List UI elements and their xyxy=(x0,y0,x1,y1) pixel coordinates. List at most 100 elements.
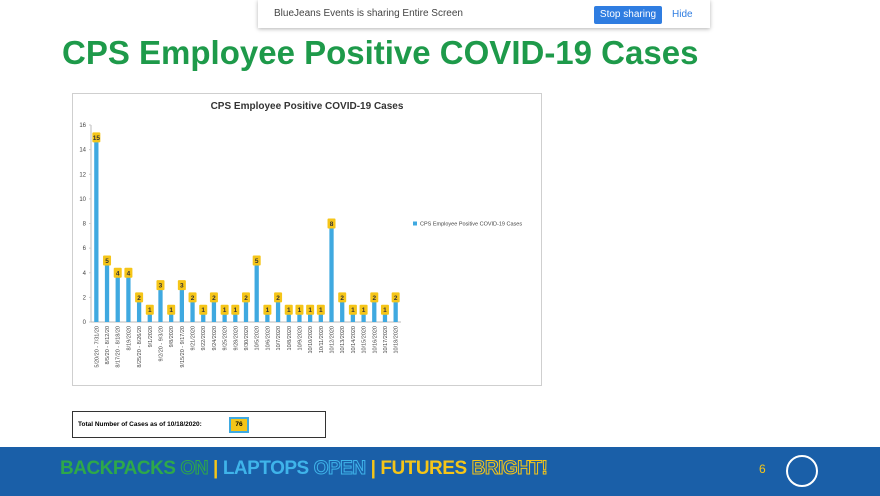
data-label-box xyxy=(124,267,133,278)
x-tick-label: 10/13/2020 xyxy=(340,326,346,354)
x-tick-label: 10/18/2020 xyxy=(394,326,400,354)
bar xyxy=(318,309,323,322)
slogan-word: FUTURES xyxy=(380,458,467,479)
hide-link[interactable]: Hide xyxy=(672,9,693,20)
data-label-box xyxy=(92,132,101,143)
slogan-word: | xyxy=(212,458,218,479)
bar xyxy=(179,285,184,322)
bar xyxy=(94,137,99,322)
data-label: 4 xyxy=(127,270,131,277)
y-tick-label: 14 xyxy=(79,148,86,154)
total-value: 76 xyxy=(229,417,249,433)
bar xyxy=(243,297,249,322)
data-label-box xyxy=(188,292,197,303)
bar xyxy=(382,309,388,322)
x-tick-label: 10/16/2020 xyxy=(372,326,378,354)
data-label-box xyxy=(209,292,218,303)
share-banner: BlueJeans Events is sharing Entire Scree… xyxy=(258,0,710,28)
bar xyxy=(340,297,345,322)
bar xyxy=(158,285,163,322)
data-label: 4 xyxy=(116,270,120,277)
data-label-box xyxy=(348,304,357,315)
slide-title: CPS Employee Positive COVID-19 Cases xyxy=(62,34,699,71)
data-label: 2 xyxy=(394,295,398,302)
chart-title: CPS Employee Positive COVID-19 Cases xyxy=(211,101,404,112)
data-label-box xyxy=(263,304,272,315)
data-label: 1 xyxy=(319,307,323,314)
slogan-word: ON xyxy=(180,458,209,480)
data-label: 1 xyxy=(362,307,366,314)
bar xyxy=(201,309,206,322)
bar xyxy=(115,272,120,322)
y-tick-label: 10 xyxy=(79,197,86,203)
x-tick-label: 8/17/20 - 8/18/20 xyxy=(116,326,122,368)
x-tick-label: 10/10/2020 xyxy=(308,326,314,354)
bar xyxy=(147,309,152,322)
stop-sharing-button[interactable]: Stop sharing xyxy=(594,6,662,24)
slogan-word: BRIGHT! xyxy=(471,458,548,480)
data-label-box xyxy=(135,292,144,303)
data-label-box xyxy=(370,292,379,303)
data-label: 2 xyxy=(212,295,216,302)
data-label-box xyxy=(338,292,347,303)
data-label-box xyxy=(295,304,304,315)
bar xyxy=(393,297,398,322)
data-label-box xyxy=(306,304,315,315)
data-label-box xyxy=(156,280,165,291)
bar xyxy=(275,297,281,322)
x-tick-label: 10/7/2020 xyxy=(276,326,282,350)
data-label: 1 xyxy=(201,307,205,314)
x-tick-label: 5/20/20 - 7/31/20 xyxy=(94,326,100,368)
data-label-box xyxy=(242,292,250,303)
bar xyxy=(329,223,334,322)
data-label-box xyxy=(327,218,336,229)
slogan: BACKPACKS ON | LAPTOPS OPEN | FUTURES BRIGHT! xyxy=(60,458,552,480)
data-label: 1 xyxy=(233,307,237,314)
data-label-box xyxy=(167,304,176,315)
data-label-box xyxy=(316,304,325,315)
data-label: 3 xyxy=(159,283,163,290)
x-tick-label: 10/17/2020 xyxy=(383,326,389,354)
y-tick-label: 8 xyxy=(83,222,87,228)
bar xyxy=(297,309,302,322)
data-label-box xyxy=(220,304,229,315)
x-tick-label: 9/8/2020 xyxy=(169,326,175,347)
data-label: 1 xyxy=(298,307,302,314)
bar xyxy=(104,260,110,322)
data-label: 2 xyxy=(372,295,376,302)
data-label-box xyxy=(231,304,240,315)
bar xyxy=(350,309,356,322)
bar xyxy=(169,309,174,322)
y-tick-label: 16 xyxy=(79,123,86,129)
y-tick-label: 6 xyxy=(83,246,87,252)
bar xyxy=(233,309,238,322)
page-number: 6 xyxy=(759,462,766,476)
x-tick-label: 8/25/20 - 8/26/20 xyxy=(137,326,143,368)
legend-swatch xyxy=(413,221,417,226)
data-label-box xyxy=(274,292,283,303)
data-label-box xyxy=(380,304,389,315)
x-tick-label: 9/1/2020 xyxy=(148,326,154,347)
data-label: 1 xyxy=(383,307,387,314)
footer: BACKPACKS ON | LAPTOPS OPEN | FUTURES BRIGHT! 6 xyxy=(0,447,880,496)
data-label-box xyxy=(359,304,368,315)
x-tick-label: 8/5/20 - 8/12/20 xyxy=(105,326,111,365)
bar xyxy=(126,272,131,322)
y-tick-label: 0 xyxy=(83,320,87,326)
x-tick-label: 9/15/20 - 9/17/20 xyxy=(180,326,186,368)
bar xyxy=(136,297,142,322)
data-label: 5 xyxy=(105,258,109,265)
data-label: 1 xyxy=(169,307,173,314)
data-label-box xyxy=(284,304,293,315)
share-message: BlueJeans Events is sharing Entire Scree… xyxy=(274,8,463,19)
data-label-box xyxy=(177,280,186,291)
y-tick-label: 12 xyxy=(79,172,86,178)
x-tick-label: 10/11/2020 xyxy=(319,326,325,353)
data-label: 2 xyxy=(137,295,141,302)
data-label: 3 xyxy=(180,283,184,290)
x-tick-label: 10/8/2020 xyxy=(287,326,293,350)
slogan-word: OPEN xyxy=(313,458,366,480)
x-tick-label: 10/9/2020 xyxy=(297,326,303,350)
data-label-box xyxy=(145,304,154,315)
data-label-box xyxy=(113,267,122,278)
